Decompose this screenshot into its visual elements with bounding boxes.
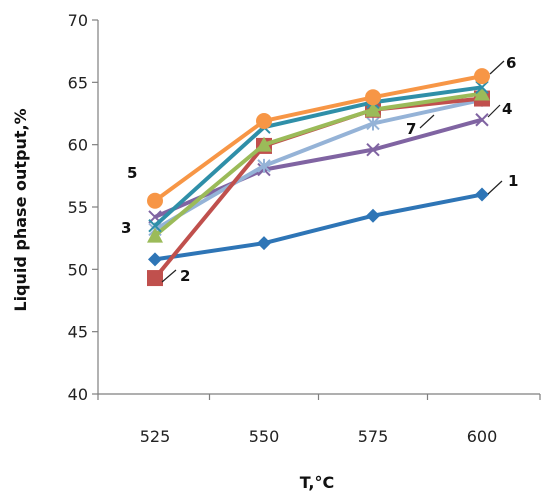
data-point bbox=[365, 89, 381, 106]
data-point bbox=[257, 158, 271, 173]
series-line bbox=[154, 117, 483, 219]
data-point bbox=[366, 142, 380, 157]
data-point bbox=[474, 85, 490, 101]
series-3 bbox=[147, 85, 490, 243]
y-tick-label: 55 bbox=[68, 198, 88, 217]
x-tick-label: 550 bbox=[249, 427, 280, 446]
x-tick-label: 575 bbox=[358, 427, 389, 446]
series-label-4: 4 bbox=[502, 100, 512, 118]
y-tick-label: 45 bbox=[68, 323, 88, 342]
data-point bbox=[366, 116, 380, 131]
series-label-leader bbox=[487, 104, 501, 118]
y-axis-title: Liquid phase output,% bbox=[11, 108, 30, 311]
series-6 bbox=[147, 68, 490, 209]
data-point bbox=[475, 187, 489, 202]
series-label-5: 5 bbox=[127, 164, 137, 182]
data-point bbox=[257, 236, 271, 251]
series-labels: 1 2 3 4 5 6 7 bbox=[121, 54, 518, 285]
series-label-leader bbox=[487, 180, 503, 195]
series-line bbox=[153, 85, 483, 228]
data-point bbox=[365, 101, 381, 117]
y-tick-label: 60 bbox=[68, 136, 88, 155]
series-label-2: 2 bbox=[180, 267, 190, 285]
y-tick-labels: 40 45 50 55 60 65 70 bbox=[68, 11, 88, 404]
series-line bbox=[153, 91, 483, 238]
x-tick-label: 600 bbox=[467, 427, 498, 446]
series-label-leader bbox=[161, 269, 177, 283]
data-point bbox=[475, 80, 489, 95]
series-label-leader bbox=[489, 60, 505, 75]
x-axis-title: T,°C bbox=[300, 473, 334, 492]
series-line bbox=[154, 192, 483, 262]
series-label-leader bbox=[419, 114, 435, 129]
axes bbox=[92, 19, 541, 400]
y-tick-label: 50 bbox=[68, 260, 88, 279]
series-label-3: 3 bbox=[121, 219, 131, 237]
data-point bbox=[147, 192, 163, 209]
data-point bbox=[148, 218, 162, 233]
data-point bbox=[147, 270, 163, 287]
series-line bbox=[153, 97, 483, 232]
data-point bbox=[147, 227, 163, 243]
data-point bbox=[256, 136, 272, 152]
x-tick-labels: 525 550 575 600 bbox=[140, 427, 498, 446]
series-label-1: 1 bbox=[508, 172, 518, 190]
data-point bbox=[474, 68, 490, 85]
series-group bbox=[147, 68, 490, 287]
series-label-6: 6 bbox=[506, 54, 516, 72]
data-point bbox=[475, 113, 489, 127]
data-point bbox=[256, 112, 272, 129]
y-tick-label: 40 bbox=[68, 385, 88, 404]
data-point bbox=[366, 208, 380, 223]
series-label-7: 7 bbox=[406, 120, 416, 138]
y-tick-label: 65 bbox=[68, 73, 88, 92]
series-1 bbox=[148, 187, 489, 267]
series-line bbox=[153, 74, 483, 203]
data-point bbox=[148, 252, 162, 267]
y-tick-label: 70 bbox=[68, 11, 88, 30]
x-tick-label: 525 bbox=[140, 427, 171, 446]
